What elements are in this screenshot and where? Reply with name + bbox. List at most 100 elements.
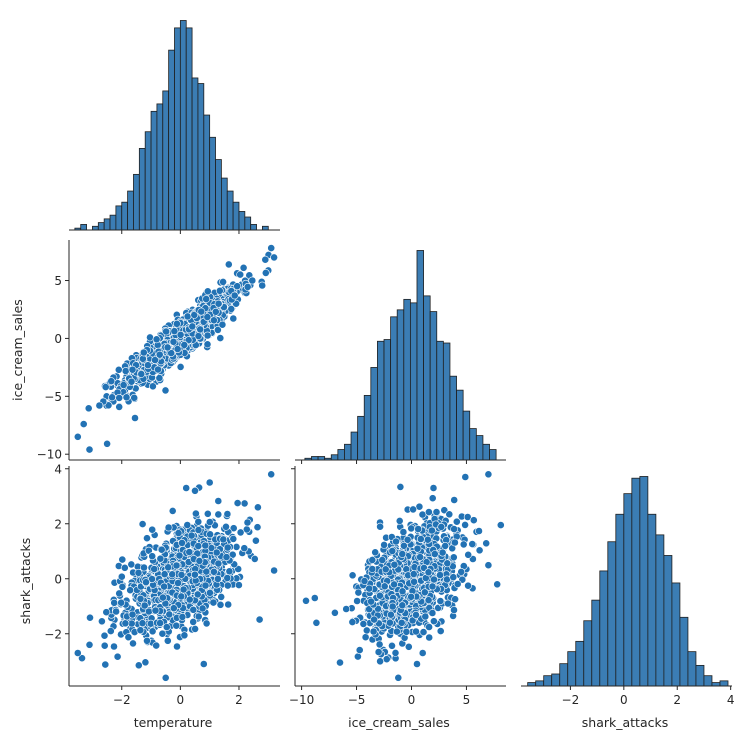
scatter-point: [469, 516, 478, 525]
histogram-bar: [679, 616, 689, 687]
histogram-bar: [115, 205, 123, 231]
histogram-bar: [350, 431, 359, 461]
scatter-point: [267, 470, 276, 479]
histogram-bar: [663, 555, 673, 687]
scatter-point: [388, 641, 396, 650]
scatter-point: [203, 340, 212, 349]
scatter-point: [378, 556, 387, 564]
scatter-point: [205, 518, 214, 526]
scatter-point: [189, 605, 198, 614]
scatter-point: [219, 277, 227, 286]
scatter-point: [172, 621, 181, 630]
histogram-bar: [377, 340, 385, 461]
scatter-point: [444, 599, 452, 608]
scatter-point: [194, 526, 203, 534]
scatter-point: [267, 244, 276, 252]
scatter-point: [475, 527, 483, 535]
scatter-point: [142, 578, 150, 587]
histogram-bar: [215, 159, 222, 231]
scatter-point: [421, 612, 430, 621]
histogram-bar: [469, 428, 477, 461]
scatter-point: [430, 550, 439, 558]
scatter-point: [342, 605, 351, 613]
scatter-point: [78, 654, 86, 663]
panel-sc20-y-tick-label: −2: [44, 627, 62, 641]
scatter-point: [128, 610, 137, 619]
scatter-point: [438, 548, 447, 557]
scatter-point: [445, 510, 454, 519]
panel-sc21-x-tick-label: 0: [408, 693, 416, 707]
histogram-bar: [203, 114, 211, 231]
scatter-point: [131, 414, 139, 422]
histogram-ice-cream-sales: [295, 250, 506, 464]
scatter-point: [165, 610, 174, 619]
y-axis-label-shark-attacks: shark_attacks: [18, 538, 33, 624]
scatter-point: [428, 494, 437, 503]
scatter-point: [243, 518, 252, 527]
scatter-point: [404, 642, 413, 651]
scatter-point: [353, 597, 361, 605]
scatter-point: [107, 377, 116, 386]
scatter-point: [450, 538, 459, 547]
scatter-point: [398, 587, 407, 596]
histogram-bar: [687, 651, 697, 687]
scatter-point: [407, 524, 416, 533]
scatter-point: [169, 604, 178, 613]
x-axis-label-shark-attacks: shark_attacks: [582, 715, 668, 730]
scatter-point: [168, 570, 177, 579]
scatter-point: [223, 510, 232, 518]
scatter-point: [360, 577, 369, 585]
scatter-point: [216, 600, 225, 609]
scatter-point: [418, 649, 427, 657]
scatter-point: [239, 263, 248, 272]
scatter-point: [194, 517, 203, 526]
scatter-point: [199, 660, 208, 668]
scatter-shark-attacks-vs-ice-cream-sales: −10 −5 0 5: [289, 466, 506, 707]
scatter-point: [115, 393, 124, 402]
scatter-point: [233, 282, 242, 291]
scatter-point: [164, 523, 173, 532]
histogram-shark-attacks: −2 0 2 4: [521, 476, 734, 707]
scatter-point: [312, 618, 321, 627]
scatter-point: [233, 499, 242, 507]
scatter-point: [203, 331, 212, 340]
scatter-point: [103, 439, 111, 448]
scatter-point: [390, 580, 398, 589]
scatter-point: [214, 299, 223, 308]
scatter-point: [202, 295, 211, 303]
scatter-point: [209, 567, 218, 576]
scatter-point: [126, 586, 135, 595]
scatter-point: [73, 432, 82, 441]
scatter-point: [146, 333, 154, 342]
scatter-point: [180, 631, 189, 640]
scatter-point: [155, 374, 164, 382]
scatter-point: [457, 568, 466, 576]
scatter-point: [115, 402, 124, 411]
scatter-point: [193, 549, 202, 558]
histogram-bar: [220, 177, 228, 231]
scatter-point: [213, 325, 222, 334]
scatter-point: [451, 595, 459, 604]
scatter-point: [459, 540, 468, 549]
histogram-bar: [599, 570, 609, 687]
scatter-point: [336, 658, 344, 667]
histogram-bar: [103, 218, 111, 231]
scatter-point: [182, 484, 191, 492]
scatter-point: [172, 561, 181, 570]
scatter-point: [255, 615, 264, 624]
histogram-bar: [185, 27, 193, 231]
scatter-point: [163, 343, 172, 352]
scatter-point: [214, 510, 223, 519]
scatter-point: [190, 570, 199, 579]
scatter-point: [355, 646, 364, 654]
scatter-point: [202, 567, 211, 576]
panel-sc20-x-tick-label: 0: [177, 693, 185, 707]
scatter-point: [164, 563, 173, 572]
scatter-point: [348, 618, 357, 626]
scatter-point: [136, 594, 145, 603]
scatter-point: [428, 582, 437, 591]
histogram-bar: [423, 295, 431, 461]
scatter-point: [452, 517, 461, 526]
scatter-point: [180, 340, 189, 349]
